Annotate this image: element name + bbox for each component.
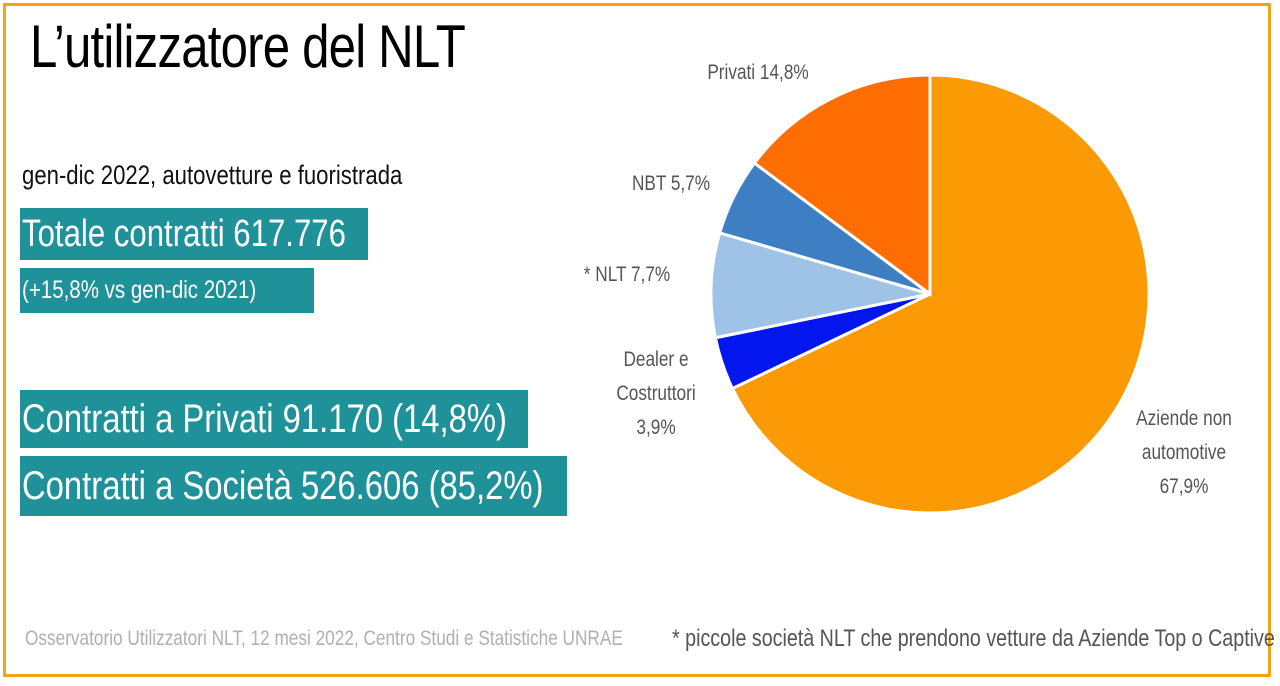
slide-title: L’utilizzatore del NLT (30, 13, 466, 80)
footer-source: Osservatorio Utilizzatori NLT, 12 mesi 2… (25, 627, 623, 650)
yoy-change-box: (+15,8% vs gen-dic 2021) (20, 268, 314, 313)
pie-slice-aziende-non-automotive-67-9 (730, 73, 1151, 515)
pie-slice-privati-14-8 (752, 73, 932, 297)
private-contracts-text: Contratti a Privati 91.170 (14,8%) (22, 397, 507, 441)
pie-label-dealer-e-costruttori-3-9: Dealer e Costruttori 3,9% (616, 349, 695, 440)
pie-label-aziende-non-automotive-67-9: Aziende non automotive 67,9% (1136, 408, 1232, 499)
pie-label-nbt-5-7: NBT 5,7% (632, 173, 710, 196)
pie-label-privati-14-8: Privati 14,8% (707, 62, 808, 85)
footer-note: * piccole società NLT che prendono vettu… (672, 625, 1275, 652)
pie-slice-nlt-7-7 (709, 231, 931, 340)
slide-frame (3, 3, 1271, 677)
yoy-change-text: (+15,8% vs gen-dic 2021) (22, 276, 257, 304)
pie-label-nlt-7-7: * NLT 7,7% (584, 264, 670, 287)
company-contracts-text: Contratti a Società 526.606 (85,2%) (22, 464, 544, 508)
company-contracts-box: Contratti a Società 526.606 (85,2%) (20, 456, 567, 516)
period-subtitle: gen-dic 2022, autovetture e fuoristrada (22, 160, 403, 190)
private-contracts-box: Contratti a Privati 91.170 (14,8%) (20, 390, 528, 448)
total-contracts-box: Totale contratti 617.776 (20, 208, 368, 260)
total-contracts-text: Totale contratti 617.776 (22, 213, 346, 255)
